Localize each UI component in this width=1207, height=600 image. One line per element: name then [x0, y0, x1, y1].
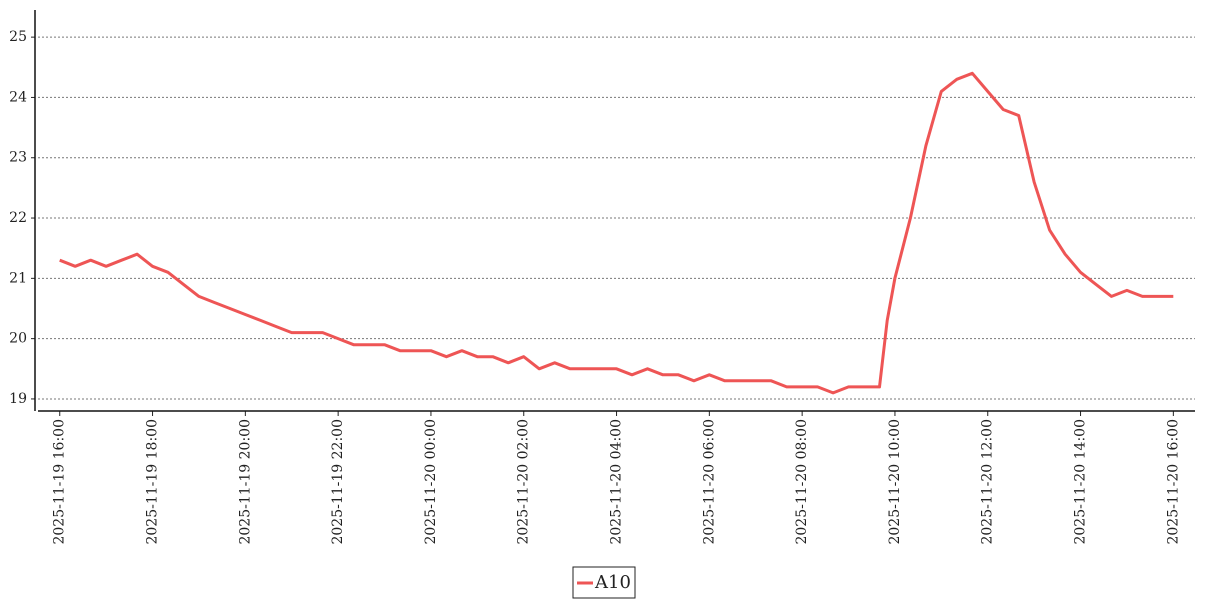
x-tick-label: 2025-11-20 16:00 [1165, 419, 1181, 545]
y-tick-label: 20 [9, 331, 27, 347]
x-tick-label: 2025-11-20 14:00 [1073, 419, 1089, 545]
y-tick-label: 23 [9, 150, 27, 166]
x-tick-label: 2025-11-20 06:00 [701, 419, 717, 545]
x-tick-label: 2025-11-20 00:00 [423, 419, 439, 545]
y-tick-label: 25 [9, 29, 27, 45]
x-tick-label: 2025-11-20 02:00 [516, 419, 532, 545]
data-line [59, 71, 1174, 395]
y-tick-label: 22 [9, 210, 27, 226]
x-tick-label: 2025-11-19 20:00 [237, 419, 253, 545]
x-tick-label: 2025-11-20 12:00 [980, 419, 996, 545]
x-tick-label: 2025-11-20 04:00 [609, 419, 625, 545]
x-tick-label: 2025-11-20 08:00 [794, 419, 810, 545]
y-tick-label: 21 [9, 270, 27, 286]
legend: A10 [572, 566, 636, 599]
legend-label: A10 [594, 572, 631, 593]
y-tick-label: 24 [9, 89, 27, 105]
x-tick-label: 2025-11-19 16:00 [52, 419, 68, 545]
x-tick-label: 2025-11-19 22:00 [330, 419, 346, 545]
y-tick-label: 19 [9, 391, 27, 407]
x-tick-label: 2025-11-19 18:00 [145, 419, 161, 545]
x-tick-label: 2025-11-20 10:00 [887, 419, 903, 545]
